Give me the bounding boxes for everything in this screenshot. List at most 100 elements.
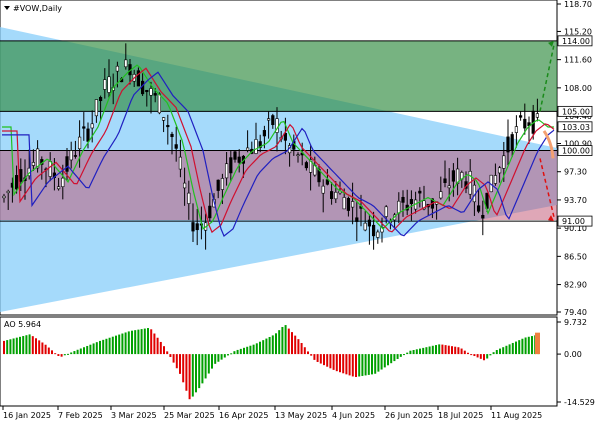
time-tick-label: 4 Jun 2025 bbox=[332, 411, 375, 420]
candle-body bbox=[229, 157, 233, 174]
ao-bar bbox=[313, 354, 316, 360]
candle-body bbox=[107, 76, 111, 93]
time-axis: 16 Jan 2025 7 Feb 2025 3 Mar 2025 25 Mar 20… bbox=[2, 406, 542, 420]
ao-bar bbox=[265, 338, 268, 355]
candle-body bbox=[65, 156, 69, 172]
ao-bar bbox=[387, 354, 389, 366]
ao-bar bbox=[281, 326, 284, 355]
ao-bar bbox=[137, 329, 140, 355]
candle-body bbox=[69, 150, 73, 161]
ma-slow-line bbox=[2, 71, 555, 237]
candle-body bbox=[191, 222, 195, 232]
ao-bar bbox=[351, 354, 354, 377]
ao-bar bbox=[47, 347, 50, 355]
ao-bar bbox=[179, 354, 181, 374]
time-tick-label: 26 Jun 2025 bbox=[385, 411, 433, 420]
ao-bar bbox=[147, 328, 149, 355]
ao-bar bbox=[364, 354, 367, 376]
candle-body bbox=[397, 200, 401, 214]
ao-tick-label: 9.732 bbox=[564, 318, 587, 327]
ao-bar bbox=[393, 354, 396, 362]
candle-body bbox=[246, 147, 250, 151]
ao-bar bbox=[291, 332, 293, 355]
candle-body bbox=[145, 89, 149, 93]
ao-bar bbox=[239, 348, 242, 355]
candle-body bbox=[523, 118, 527, 129]
ao-bar bbox=[35, 338, 37, 355]
price-tick-label: 86.50 bbox=[564, 252, 587, 261]
candle-body bbox=[283, 132, 288, 141]
candle-body bbox=[208, 205, 212, 219]
candle-body bbox=[409, 199, 414, 204]
ao-bar bbox=[159, 341, 162, 355]
candle-body bbox=[422, 200, 426, 210]
ao-bar bbox=[204, 354, 207, 379]
ao-bar bbox=[182, 354, 185, 383]
candle-body bbox=[174, 144, 178, 149]
ao-bar bbox=[223, 354, 226, 358]
candle-body bbox=[376, 231, 380, 238]
candle-body bbox=[481, 214, 485, 219]
candle-body bbox=[170, 133, 174, 138]
triangle-down-icon[interactable] bbox=[4, 6, 10, 10]
candle-body bbox=[99, 97, 103, 102]
ao-bar bbox=[105, 338, 108, 355]
ao-bar bbox=[454, 346, 457, 355]
ao-bar bbox=[460, 348, 463, 355]
ao-bar bbox=[415, 349, 418, 355]
ao-bar bbox=[118, 334, 121, 355]
candle-body bbox=[476, 205, 481, 212]
ao-bar bbox=[63, 354, 66, 356]
ao-bar bbox=[22, 336, 25, 355]
candle-body bbox=[439, 191, 443, 199]
ao-bar bbox=[54, 353, 57, 355]
candle-body bbox=[15, 175, 19, 190]
ao-bar bbox=[319, 354, 322, 364]
ao-bar bbox=[214, 354, 217, 364]
bullish-arrowhead bbox=[548, 40, 554, 47]
ao-bar bbox=[57, 354, 60, 356]
ao-bar bbox=[457, 347, 460, 355]
candle-body bbox=[86, 128, 90, 142]
ao-bar bbox=[297, 339, 300, 355]
ao-bar bbox=[380, 354, 383, 370]
ao-bar bbox=[531, 336, 533, 355]
ao-bar bbox=[431, 345, 434, 355]
candle-body bbox=[136, 70, 141, 87]
candle-body bbox=[56, 186, 61, 190]
bearish-arrow bbox=[539, 158, 555, 218]
ao-bar bbox=[131, 330, 133, 355]
ao-bar bbox=[175, 354, 178, 369]
ao-bar bbox=[12, 338, 15, 355]
candle-body bbox=[157, 93, 162, 114]
ao-bar bbox=[342, 354, 345, 374]
ao-bar bbox=[243, 347, 245, 355]
ao-bar bbox=[470, 354, 473, 356]
ao-bar bbox=[502, 347, 505, 355]
candle-body bbox=[271, 115, 275, 126]
level-label-box bbox=[557, 215, 593, 227]
last-price-box bbox=[557, 121, 593, 133]
candle-body bbox=[6, 190, 10, 194]
ao-bar bbox=[332, 354, 335, 370]
ao-bar bbox=[163, 346, 165, 355]
candle-body bbox=[78, 136, 82, 150]
ao-bar bbox=[486, 354, 489, 359]
ao-bar bbox=[441, 344, 444, 355]
candle-body bbox=[153, 93, 157, 96]
ao-bar bbox=[399, 354, 402, 357]
ao-bar bbox=[323, 354, 325, 366]
ao-bar bbox=[28, 334, 31, 355]
price-tick-label: 118.70 bbox=[564, 0, 592, 9]
candle-body bbox=[514, 126, 518, 133]
ma-mid-line bbox=[2, 67, 555, 234]
ao-bar bbox=[185, 354, 188, 391]
ao-bar bbox=[438, 344, 441, 355]
candle-body bbox=[502, 155, 506, 169]
candle-body bbox=[321, 185, 325, 194]
ao-bar bbox=[451, 346, 453, 355]
price-tick-label: 100.90 bbox=[564, 140, 592, 149]
ao-bar bbox=[329, 354, 332, 369]
candle-body bbox=[325, 179, 330, 185]
